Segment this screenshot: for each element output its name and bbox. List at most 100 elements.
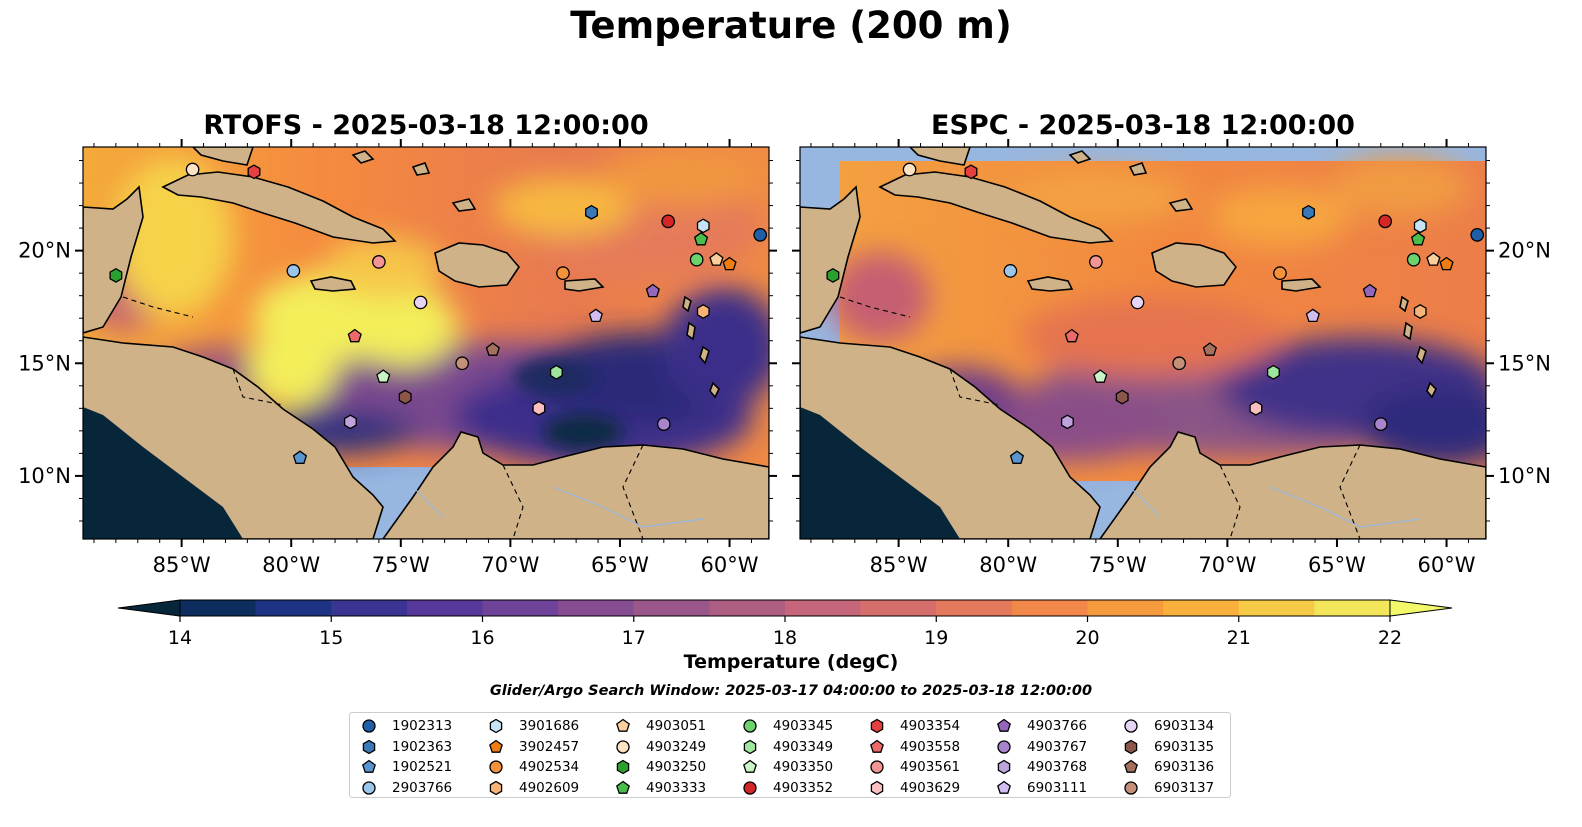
legend-marker-icon: [997, 780, 1011, 794]
obs-marker-6903137: [1172, 356, 1187, 371]
legend-label: 6903111: [1027, 779, 1088, 796]
legend-label: 6903134: [1154, 718, 1215, 734]
search-window-caption: Glider/Argo Search Window: 2025-03-17 04…: [489, 683, 1093, 699]
legend-label: 4903345: [773, 718, 834, 734]
legend-item: 4903350: [741, 757, 833, 777]
legend-marker-icon: [1124, 759, 1138, 773]
legend-marker-icon: [489, 739, 503, 753]
colorbar-tick-label: 21: [1227, 627, 1251, 649]
obs-marker-6903111: [1305, 308, 1320, 323]
colorbar-tick-label: 22: [1378, 627, 1402, 649]
legend-marker-icon: [616, 718, 630, 732]
legend-marker: [997, 780, 1011, 794]
legend-item: 6903136: [1122, 757, 1214, 777]
obs-marker-6903135: [398, 389, 412, 405]
legend-marker: [616, 780, 630, 794]
map-panel-rtofs: [83, 147, 769, 539]
obs-marker-4903354: [247, 164, 261, 180]
colorbar-segment: [482, 600, 559, 616]
colorbar-segment: [1238, 600, 1315, 616]
obs-marker-1902363: [585, 204, 598, 220]
obs-marker-1902313: [753, 228, 768, 242]
legend-label: 4903350: [773, 759, 834, 775]
legend-item: 3902457: [487, 737, 579, 757]
lon-tick-label: 60°W: [1418, 553, 1476, 577]
legend-label: 6903136: [1154, 759, 1215, 775]
legend-marker: [1124, 719, 1138, 733]
legend-marker: [743, 759, 757, 773]
legend-label: 1902313: [392, 718, 453, 734]
obs-marker-4902609: [696, 304, 710, 319]
legend-item: 4903345: [741, 716, 833, 736]
lon-tick-label: 70°W: [481, 553, 539, 577]
pacific-deep-rtofs: [83, 407, 243, 539]
legend-marker: [743, 780, 757, 795]
legend-marker: [997, 718, 1011, 732]
colorbar-label: Temperature (degC): [683, 651, 899, 673]
lat-tick-label: 15°N: [1498, 351, 1551, 375]
obs-marker-4903349: [1266, 364, 1280, 380]
legend-marker: [1124, 759, 1138, 773]
legend-marker-icon: [743, 739, 757, 754]
colorbar-tick-label: 16: [470, 627, 494, 649]
lon-tick-label: 75°W: [1089, 553, 1147, 577]
lat-tick-label: 15°N: [18, 351, 71, 375]
legend-marker: [870, 780, 884, 795]
legend-marker: [997, 739, 1011, 754]
legend-item: 1902521: [360, 757, 452, 777]
legend-marker: [1124, 739, 1138, 754]
figure-title: Temperature (200 m): [570, 4, 1012, 47]
legend-item: 4903333: [614, 778, 706, 798]
legend-label: 4903766: [1027, 718, 1088, 734]
legend-label: 1902363: [392, 738, 453, 755]
legend: 1902313 1902363 1902521 2903766 3901686 39024…: [349, 712, 1231, 798]
legend-marker-icon: [997, 759, 1011, 775]
legend-label: 3902457: [519, 738, 580, 755]
obs-marker-4902609: [1413, 304, 1427, 319]
legend-marker: [997, 759, 1011, 775]
obs-marker-3902457: [1439, 256, 1454, 271]
obs-marker-1902363: [1302, 204, 1315, 220]
colorbar-segment: [255, 600, 332, 616]
legend-marker: [362, 739, 376, 754]
legend-marker-icon: [616, 759, 630, 775]
legend-marker-icon: [616, 780, 630, 794]
legend-marker-icon: [870, 718, 884, 734]
legend-item: 4902534: [487, 757, 579, 777]
obs-marker-1902521: [292, 450, 308, 464]
obs-marker-6903135: [1115, 389, 1129, 405]
obs-marker-6903136: [485, 342, 500, 356]
legend-marker: [743, 719, 757, 733]
colorbar-segment: [860, 600, 937, 616]
colorbar-tick-label: 17: [622, 627, 646, 649]
legend-label: 4903354: [900, 718, 961, 734]
lon-tick-label: 75°W: [372, 553, 430, 577]
colorbar-tick-label: 18: [773, 627, 797, 649]
colorbar-extend-low: [117, 599, 181, 617]
obs-marker-4902534: [556, 266, 570, 281]
obs-marker-4903352: [661, 214, 676, 229]
legend-marker-icon: [743, 780, 757, 795]
obs-marker-4902534: [1273, 266, 1287, 281]
legend-item: 4903249: [614, 737, 706, 757]
lat-tick-label: 10°N: [18, 464, 71, 488]
legend-item: 4903352: [741, 778, 833, 798]
obs-marker-4903249: [185, 162, 200, 177]
legend-marker: [616, 739, 630, 754]
obs-marker-6903134: [1130, 295, 1145, 310]
legend-label: 4903250: [646, 759, 707, 775]
legend-item: 6903111: [995, 778, 1087, 798]
legend-marker-icon: [489, 760, 503, 774]
obs-marker-3901686: [1413, 218, 1427, 234]
colorbar-segment: [709, 600, 786, 616]
legend-marker: [616, 718, 630, 732]
colorbar-segment: [633, 600, 710, 616]
legend-item: 4903768: [995, 757, 1087, 777]
legend-marker: [489, 760, 503, 774]
map-panel-espc: [800, 147, 1486, 539]
obs-marker-4903561: [372, 255, 386, 269]
legend-label: 4903352: [773, 779, 834, 796]
colorbar-segment: [406, 600, 483, 616]
lon-tick-label: 60°W: [701, 553, 759, 577]
